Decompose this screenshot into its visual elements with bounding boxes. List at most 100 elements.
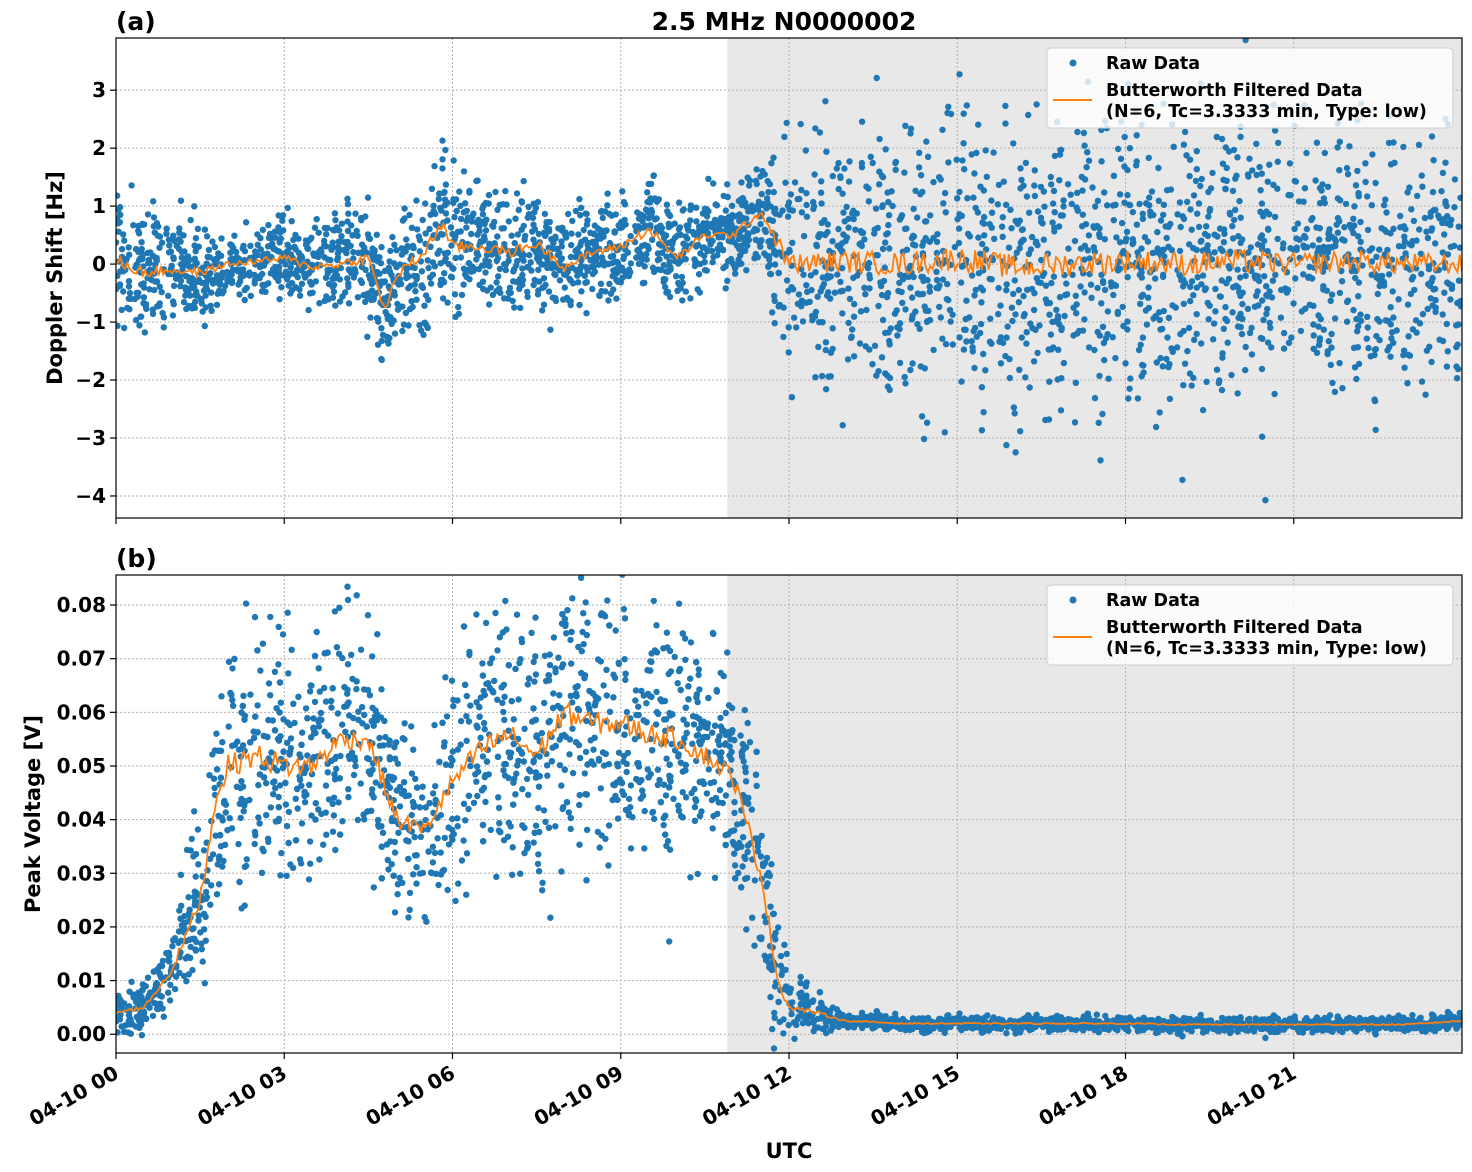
raw-data-point <box>971 170 978 177</box>
raw-data-point <box>1395 296 1402 303</box>
raw-data-point <box>1423 228 1430 235</box>
raw-data-point <box>1316 200 1324 207</box>
raw-data-point <box>1242 272 1249 280</box>
raw-data-point <box>1428 133 1436 140</box>
raw-data-point <box>328 246 335 253</box>
raw-data-point <box>780 1030 787 1037</box>
raw-data-point <box>198 946 205 953</box>
raw-data-point <box>251 261 259 268</box>
raw-data-point <box>545 244 552 251</box>
raw-data-point <box>449 264 456 271</box>
raw-data-point <box>885 212 893 219</box>
raw-data-point <box>321 224 328 232</box>
raw-data-point <box>580 641 587 648</box>
raw-data-point <box>1239 236 1246 243</box>
raw-data-point <box>1157 354 1164 362</box>
raw-data-point <box>1342 200 1350 208</box>
raw-data-point <box>1244 305 1252 312</box>
raw-data-point <box>486 301 493 308</box>
raw-data-point <box>1450 242 1458 249</box>
raw-data-point <box>295 693 302 700</box>
raw-data-point <box>1257 187 1264 194</box>
raw-data-point <box>1181 128 1189 136</box>
raw-data-point <box>1137 341 1144 348</box>
raw-data-point <box>203 877 210 885</box>
raw-data-point <box>1169 348 1177 355</box>
raw-data-point <box>267 270 274 277</box>
raw-data-point <box>902 122 909 129</box>
raw-data-point <box>963 297 970 304</box>
raw-data-point <box>518 199 526 206</box>
raw-data-point <box>1139 334 1147 341</box>
raw-data-point <box>1041 203 1048 210</box>
raw-data-point <box>918 413 926 420</box>
raw-data-point <box>1050 187 1058 195</box>
raw-data-point <box>278 849 285 857</box>
raw-data-point <box>994 201 1001 208</box>
raw-data-point <box>560 271 568 278</box>
raw-data-point <box>1081 316 1088 323</box>
raw-data-point <box>882 329 889 337</box>
raw-data-point <box>1387 230 1394 237</box>
raw-data-point <box>1012 311 1019 318</box>
raw-data-point <box>786 246 793 254</box>
raw-data-point <box>679 207 686 214</box>
raw-data-point <box>1334 229 1342 236</box>
raw-data-point <box>879 173 887 181</box>
raw-data-point <box>752 177 760 184</box>
raw-data-point <box>1343 164 1351 172</box>
raw-data-point <box>611 228 619 235</box>
raw-data-point <box>1165 243 1172 250</box>
raw-data-point <box>599 214 606 222</box>
raw-data-point <box>1056 151 1064 158</box>
raw-data-point <box>845 178 853 185</box>
raw-data-point <box>600 233 607 240</box>
raw-data-point <box>1019 226 1026 233</box>
raw-data-point <box>173 273 180 280</box>
raw-data-point <box>1416 320 1424 327</box>
raw-data-point <box>418 268 426 275</box>
raw-data-point <box>329 828 337 835</box>
raw-data-point <box>1003 441 1010 449</box>
raw-data-point <box>1354 167 1361 175</box>
raw-data-point <box>884 230 891 237</box>
raw-data-point <box>781 133 788 140</box>
raw-data-point <box>116 239 120 246</box>
y-tick-label: 1 <box>92 194 106 218</box>
raw-data-point <box>1085 344 1093 351</box>
raw-data-point <box>284 241 291 248</box>
raw-data-point <box>653 688 660 696</box>
raw-data-point <box>237 814 244 822</box>
raw-data-point <box>1439 249 1447 256</box>
raw-data-point <box>1416 226 1423 233</box>
raw-data-point <box>726 743 733 750</box>
raw-data-point <box>753 782 760 790</box>
raw-data-point <box>1222 303 1229 311</box>
raw-data-point <box>614 259 621 266</box>
raw-data-point <box>1089 184 1096 191</box>
raw-data-point <box>435 195 442 203</box>
raw-data-point <box>1046 378 1053 385</box>
raw-data-point <box>966 314 973 321</box>
raw-data-point <box>646 210 654 217</box>
raw-data-point <box>788 394 796 401</box>
raw-data-point <box>345 266 352 273</box>
raw-data-point <box>692 259 699 266</box>
raw-data-point <box>1414 192 1421 200</box>
raw-data-point <box>320 841 327 848</box>
raw-data-point <box>975 234 982 241</box>
raw-data-point <box>462 271 469 278</box>
raw-data-point <box>419 783 426 790</box>
raw-data-point <box>502 760 509 768</box>
raw-data-point <box>664 208 671 215</box>
raw-data-point <box>853 210 860 217</box>
raw-data-point <box>334 710 342 717</box>
raw-data-point <box>499 201 507 208</box>
raw-data-point <box>258 869 266 876</box>
raw-data-point <box>1234 390 1241 397</box>
raw-data-point <box>265 280 272 287</box>
raw-data-point <box>481 726 488 733</box>
raw-data-point <box>1210 336 1217 343</box>
raw-data-point <box>999 214 1006 221</box>
raw-data-point <box>192 235 200 242</box>
